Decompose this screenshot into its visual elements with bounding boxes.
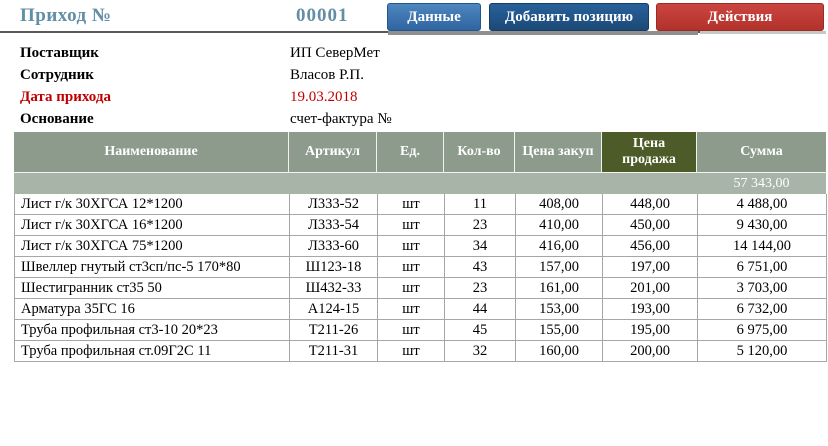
title-bar: Приход № 00001 Данные Добавить позицию Д… (0, 0, 828, 36)
cell-buy-price[interactable]: 153,00 (516, 299, 603, 320)
cell-sell-price[interactable]: 197,00 (603, 257, 698, 278)
items-table: Наименование Артикул Ед. Кол-во Цена зак… (14, 132, 827, 362)
cell-buy-price[interactable]: 410,00 (516, 215, 603, 236)
cell-name[interactable]: Шестигранник ст35 50 (15, 278, 290, 299)
cell-qty[interactable]: 11 (445, 194, 516, 215)
cell-unit[interactable]: шт (378, 215, 445, 236)
document-number: 00001 (296, 5, 349, 26)
cell-sum[interactable]: 4 488,00 (698, 194, 827, 215)
cell-article[interactable]: Л333-60 (290, 236, 378, 257)
cell-sell-price[interactable]: 450,00 (603, 215, 698, 236)
cell-sum[interactable]: 3 703,00 (698, 278, 827, 299)
cell-unit[interactable]: шт (378, 320, 445, 341)
document-form: Поставщик ИП СеверМет Сотрудник Власов Р… (20, 42, 808, 130)
cell-unit[interactable]: шт (378, 236, 445, 257)
cell-name[interactable]: Арматура 35ГС 16 (15, 299, 290, 320)
form-row-arrival-date: Дата прихода 19.03.2018 (20, 86, 808, 108)
column-header-qty: Кол-во (444, 132, 515, 173)
cell-qty[interactable]: 34 (445, 236, 516, 257)
cell-sell-price[interactable]: 193,00 (603, 299, 698, 320)
basis-value[interactable]: счет-фактура № (290, 110, 392, 127)
cell-qty[interactable]: 44 (445, 299, 516, 320)
cell-buy-price[interactable]: 157,00 (516, 257, 603, 278)
supplier-value[interactable]: ИП СеверМет (290, 44, 380, 61)
total-sum: 57 343,00 (733, 175, 790, 191)
cell-sum[interactable]: 6 732,00 (698, 299, 827, 320)
employee-value[interactable]: Власов Р.П. (290, 66, 364, 83)
cell-qty[interactable]: 32 (445, 341, 516, 362)
column-header-sell-price: Цена продажа (602, 132, 697, 173)
cell-sum[interactable]: 6 975,00 (698, 320, 827, 341)
column-header-article: Артикул (289, 132, 377, 173)
basis-label: Основание (20, 110, 94, 127)
cell-buy-price[interactable]: 408,00 (516, 194, 603, 215)
cell-sum[interactable]: 5 120,00 (698, 341, 827, 362)
cell-qty[interactable]: 45 (445, 320, 516, 341)
cell-buy-price[interactable]: 416,00 (516, 236, 603, 257)
cell-qty[interactable]: 43 (445, 257, 516, 278)
form-row-supplier: Поставщик ИП СеверМет (20, 42, 808, 64)
cell-name[interactable]: Труба профильная ст3-10 20*23 (15, 320, 290, 341)
cell-name[interactable]: Лист г/к 30ХГСА 12*1200 (15, 194, 290, 215)
cell-sell-price[interactable]: 200,00 (603, 341, 698, 362)
cell-buy-price[interactable]: 161,00 (516, 278, 603, 299)
table-body: Лист г/к 30ХГСА 12*1200 Л333-52 шт 11 40… (14, 194, 827, 362)
cell-article[interactable]: А124-15 (290, 299, 378, 320)
cell-qty[interactable]: 23 (445, 215, 516, 236)
cell-article[interactable]: Ш123-18 (290, 257, 378, 278)
cell-sell-price[interactable]: 195,00 (603, 320, 698, 341)
column-header-sum: Сумма (697, 132, 826, 173)
button-shadow (388, 31, 698, 35)
cell-article[interactable]: Ш432-33 (290, 278, 378, 299)
cell-unit[interactable]: шт (378, 341, 445, 362)
form-row-basis: Основание счет-фактура № (20, 108, 808, 130)
column-header-buy-price: Цена закуп (515, 132, 602, 173)
cell-sum[interactable]: 9 430,00 (698, 215, 827, 236)
column-header-unit: Ед. (377, 132, 444, 173)
cell-name[interactable]: Труба профильная ст.09Г2С 11 (15, 341, 290, 362)
table-header-row: Наименование Артикул Ед. Кол-во Цена зак… (14, 132, 826, 173)
cell-unit[interactable]: шт (378, 299, 445, 320)
column-header-name: Наименование (14, 132, 289, 173)
cell-article[interactable]: Т211-31 (290, 341, 378, 362)
cell-sell-price[interactable]: 201,00 (603, 278, 698, 299)
cell-sell-price[interactable]: 456,00 (603, 236, 698, 257)
cell-qty[interactable]: 23 (445, 278, 516, 299)
cell-unit[interactable]: шт (378, 257, 445, 278)
table-row[interactable]: Труба профильная ст3-10 20*23 Т211-26 шт… (14, 320, 827, 341)
table-row[interactable]: Лист г/к 30ХГСА 75*1200 Л333-60 шт 34 41… (14, 236, 827, 257)
add-position-button[interactable]: Добавить позицию (489, 3, 649, 31)
cell-sum[interactable]: 6 751,00 (698, 257, 827, 278)
cell-buy-price[interactable]: 160,00 (516, 341, 603, 362)
cell-sell-price[interactable]: 448,00 (603, 194, 698, 215)
cell-name[interactable]: Лист г/к 30ХГСА 16*1200 (15, 215, 290, 236)
form-row-employee: Сотрудник Власов Р.П. (20, 64, 808, 86)
table-row[interactable]: Шестигранник ст35 50 Ш432-33 шт 23 161,0… (14, 278, 827, 299)
cell-article[interactable]: Т211-26 (290, 320, 378, 341)
cell-article[interactable]: Л333-52 (290, 194, 378, 215)
summary-row: 57 343,00 (14, 173, 826, 194)
table-row[interactable]: Арматура 35ГС 16 А124-15 шт 44 153,00 19… (14, 299, 827, 320)
cell-name[interactable]: Швеллер гнутый ст3сп/пс-5 170*80 (15, 257, 290, 278)
cell-buy-price[interactable]: 155,00 (516, 320, 603, 341)
button-shadow-light (700, 31, 826, 34)
employee-label: Сотрудник (20, 66, 94, 83)
cell-sum[interactable]: 14 144,00 (698, 236, 827, 257)
title-underline (0, 31, 700, 33)
actions-button[interactable]: Действия (656, 3, 824, 31)
cell-name[interactable]: Лист г/к 30ХГСА 75*1200 (15, 236, 290, 257)
arrival-date-value[interactable]: 19.03.2018 (290, 88, 358, 105)
data-button[interactable]: Данные (387, 3, 481, 31)
page-title: Приход № (20, 5, 112, 26)
table-row[interactable]: Швеллер гнутый ст3сп/пс-5 170*80 Ш123-18… (14, 257, 827, 278)
table-row[interactable]: Труба профильная ст.09Г2С 11 Т211-31 шт … (14, 341, 827, 362)
table-row[interactable]: Лист г/к 30ХГСА 12*1200 Л333-52 шт 11 40… (14, 194, 827, 215)
arrival-date-label: Дата прихода (20, 88, 111, 105)
cell-unit[interactable]: шт (378, 278, 445, 299)
cell-article[interactable]: Л333-54 (290, 215, 378, 236)
table-row[interactable]: Лист г/к 30ХГСА 16*1200 Л333-54 шт 23 41… (14, 215, 827, 236)
supplier-label: Поставщик (20, 44, 99, 61)
cell-unit[interactable]: шт (378, 194, 445, 215)
